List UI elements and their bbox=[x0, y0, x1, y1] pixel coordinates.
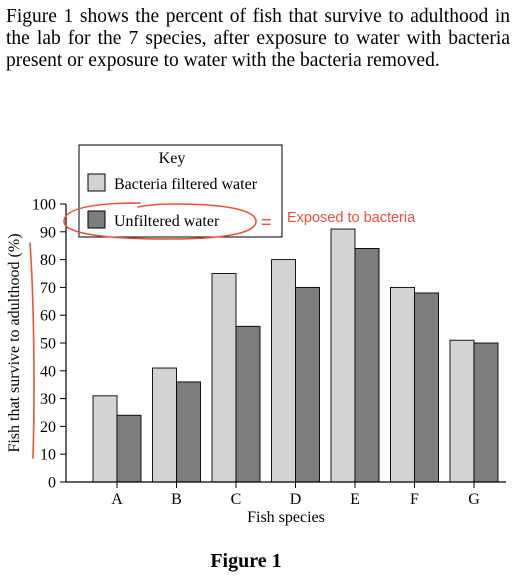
y-tick-label: 50 bbox=[40, 336, 56, 353]
bar-unfiltered-c bbox=[235, 325, 261, 483]
x-axis-label: Fish species bbox=[247, 509, 325, 526]
handwritten-annotation: = Exposed to bacteria bbox=[29, 202, 416, 459]
x-tick-label-c: C bbox=[231, 491, 242, 508]
legend-title: Key bbox=[159, 150, 186, 167]
annotation-circle bbox=[63, 202, 257, 240]
x-tick-label-f: F bbox=[410, 491, 419, 508]
y-axis-ticks: 0 10 20 30 40 50 60 70 80 90 100 bbox=[32, 197, 66, 492]
intro-paragraph: Figure 1 shows the percent of fish that … bbox=[6, 6, 510, 71]
y-tick-label: 30 bbox=[40, 391, 56, 408]
legend-swatch-filtered bbox=[87, 173, 106, 192]
bar-unfiltered-a bbox=[116, 414, 142, 483]
figure-caption: Figure 1 bbox=[210, 550, 282, 572]
x-tick-label-e: E bbox=[350, 491, 360, 508]
y-tick-label: 100 bbox=[32, 197, 56, 214]
y-tick-label: 80 bbox=[40, 252, 56, 269]
y-tick-label: 20 bbox=[40, 419, 56, 436]
legend: Key Bacteria filtered water Unfiltered w… bbox=[78, 144, 283, 238]
bar-filtered-d bbox=[271, 259, 296, 483]
x-tick-label-d: D bbox=[290, 491, 302, 508]
y-tick-label: 60 bbox=[40, 308, 56, 325]
y-axis-label: Fish that survive to adulthood (%) bbox=[6, 233, 23, 452]
x-tick-label-g: G bbox=[468, 491, 480, 508]
bar-series bbox=[92, 228, 499, 483]
annotation-equals: = bbox=[261, 212, 272, 232]
bar-unfiltered-b bbox=[176, 381, 201, 483]
bar-unfiltered-d bbox=[295, 286, 320, 483]
legend-label-filtered: Bacteria filtered water bbox=[114, 176, 258, 193]
y-tick-label: 70 bbox=[40, 280, 56, 297]
legend-box bbox=[78, 144, 283, 238]
annotation-underline bbox=[29, 242, 35, 459]
y-tick-label: 90 bbox=[40, 224, 56, 241]
x-tick-label-b: B bbox=[171, 491, 182, 508]
bar-unfiltered-g bbox=[473, 342, 499, 483]
y-tick-label: 0 bbox=[48, 475, 56, 492]
legend-label-unfiltered: Unfiltered water bbox=[114, 213, 220, 230]
bar-filtered-b bbox=[152, 367, 177, 483]
x-axis-ticks: A B C D E F G bbox=[111, 482, 480, 508]
bar-filtered-c bbox=[211, 273, 237, 483]
legend-swatch-unfiltered bbox=[87, 210, 106, 229]
bar-filtered-g bbox=[449, 339, 475, 483]
y-tick-label: 40 bbox=[40, 363, 56, 380]
bar-unfiltered-e bbox=[354, 248, 380, 483]
bar-unfiltered-f bbox=[414, 292, 439, 483]
x-tick-label-a: A bbox=[111, 491, 123, 508]
bar-filtered-f bbox=[390, 286, 415, 483]
bar-filtered-a bbox=[92, 395, 118, 483]
y-tick-label: 10 bbox=[40, 447, 56, 464]
annotation-note: Exposed to bacteria bbox=[287, 210, 416, 226]
bar-filtered-e bbox=[330, 228, 356, 483]
